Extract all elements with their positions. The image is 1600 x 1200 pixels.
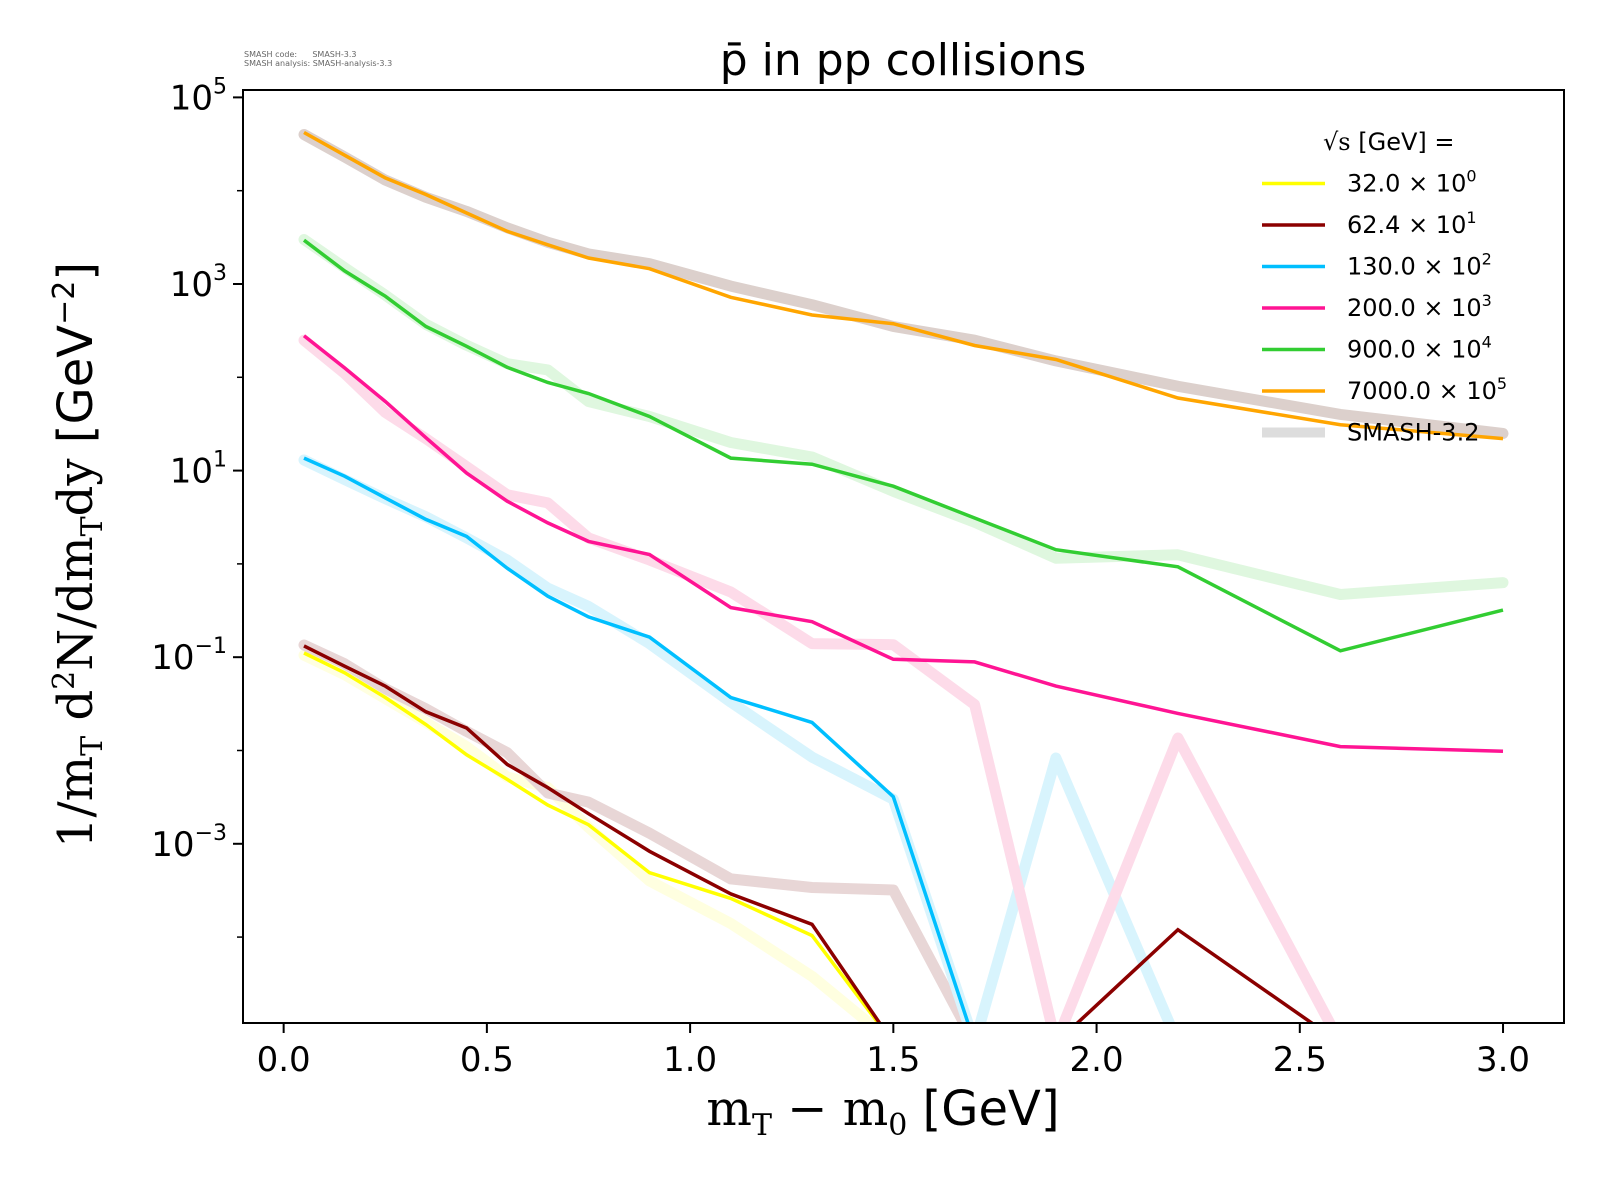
- legend-title: √s [GeV] =: [1323, 128, 1454, 156]
- y-label-dy: dy: [48, 443, 104, 516]
- y-tick-base: 10: [151, 825, 194, 865]
- y-tick-label: 10−3: [151, 821, 227, 865]
- series-line-4: [302, 238, 1504, 653]
- legend-label-main: 200.0 × 10: [1347, 294, 1482, 322]
- y-axis-label: 1/mT d2N/dmTdy [GeV−2]: [47, 262, 110, 848]
- legend-title-unit: [GeV] =: [1351, 128, 1455, 156]
- y-tick-exponent: −3: [195, 821, 227, 846]
- y-tick-exponent: 1: [213, 448, 227, 473]
- data-series: [302, 130, 1504, 1023]
- plot-frame: [242, 89, 1565, 1024]
- reference-curves: [298, 129, 1509, 1023]
- y-tick-exponent: 5: [213, 74, 227, 99]
- smash-version-info: SMASH code: SMASH-3.3 SMASH analysis: SM…: [244, 50, 392, 68]
- y-label-d: d: [48, 690, 104, 736]
- x-tick-label: 2.5: [1273, 1040, 1327, 1080]
- legend-label-main: 62.4 × 10: [1347, 211, 1466, 239]
- y-label-sub-t2: T: [75, 516, 110, 536]
- reference-line-0: [298, 649, 878, 1023]
- x-label-sub-0: 0: [888, 1108, 907, 1143]
- series-line-2: [303, 456, 970, 1023]
- legend-label-main: 900.0 × 10: [1347, 336, 1482, 364]
- y-tick-base: 10: [170, 452, 213, 492]
- legend-label-1: 62.4 × 101: [1347, 208, 1477, 239]
- y-label-unit-exp: −2: [47, 281, 82, 325]
- legend-label-main: 32.0 × 10: [1347, 170, 1466, 198]
- series-line-1: [303, 644, 1315, 1023]
- smash-code-version: SMASH code: SMASH-3.3: [244, 50, 357, 59]
- x-tick-label: 0.0: [257, 1040, 311, 1080]
- y-label-part1: 1/m: [48, 756, 104, 848]
- y-tick-exponent: 3: [213, 261, 227, 286]
- x-label-unit: [GeV]: [907, 1081, 1059, 1137]
- legend-label-main: 7000.0 × 10: [1347, 377, 1497, 405]
- reference-line-5: [298, 129, 1509, 439]
- y-tick-label: 105: [170, 74, 227, 118]
- series-line-5: [303, 130, 1504, 441]
- y-label-n: N/dm: [48, 536, 104, 670]
- y-tick-base: 10: [170, 265, 213, 305]
- y-tick-exponent: −1: [195, 634, 227, 659]
- legend-label-exponent: 3: [1482, 291, 1492, 310]
- x-tick-label: 2.0: [1070, 1040, 1124, 1080]
- legend: √s [GeV] = 32.0 × 100 62.4 × 101 130.0 × 10…: [1262, 128, 1507, 447]
- x-tick-label: 1.0: [663, 1040, 717, 1080]
- chart-title: p̄ in pp collisions: [720, 35, 1087, 86]
- legend-title-sqrt-s: √s: [1323, 128, 1351, 156]
- y-tick-base: 10: [170, 78, 213, 118]
- smash-analysis-version: SMASH analysis: SMASH-analysis-3.3: [244, 59, 393, 68]
- legend-label-2: 130.0 × 102: [1347, 250, 1492, 281]
- x-label-m: m: [706, 1081, 752, 1137]
- y-label-sub-t1: T: [75, 736, 110, 756]
- y-label-unit: [GeV: [48, 325, 104, 443]
- x-tick-label: 1.5: [866, 1040, 920, 1080]
- legend-label-0: 32.0 × 100: [1347, 167, 1477, 198]
- legend-label-reference: SMASH-3.2: [1347, 419, 1479, 447]
- x-tick-label: 0.5: [460, 1040, 514, 1080]
- y-tick-label: 101: [170, 448, 227, 492]
- y-tick-base: 10: [151, 638, 194, 678]
- x-axis-label: mT − m0 [GeV]: [706, 1081, 1059, 1143]
- legend-label-exponent: 0: [1466, 167, 1476, 186]
- x-label-sub-t: T: [752, 1108, 772, 1143]
- legend-label-5: 7000.0 × 105: [1347, 374, 1507, 405]
- reference-line-2: [298, 454, 1176, 1023]
- legend-label-exponent: 5: [1497, 374, 1507, 393]
- y-label-sup-2: 2: [47, 671, 82, 690]
- y-tick-label: 103: [170, 261, 227, 305]
- y-tick-label: 10−1: [151, 634, 227, 678]
- legend-label-4: 900.0 × 104: [1347, 333, 1492, 364]
- legend-label-exponent: 1: [1466, 208, 1476, 227]
- legend-label-3: 200.0 × 103: [1347, 291, 1492, 322]
- x-tick-label: 3.0: [1476, 1040, 1530, 1080]
- reference-line-3: [298, 334, 1336, 1023]
- x-label-minus: − m: [772, 1081, 888, 1137]
- series-line-3: [302, 334, 1504, 754]
- legend-label-exponent: 2: [1482, 250, 1492, 269]
- series-line-0: [303, 651, 881, 1023]
- x-axis: 0.0 0.5 1.0 1.5 2.0 2.5 3.0: [257, 1023, 1530, 1080]
- y-label-unit-close: ]: [48, 262, 104, 281]
- legend-label-exponent: 4: [1482, 333, 1492, 352]
- legend-label-main: 130.0 × 10: [1347, 253, 1482, 281]
